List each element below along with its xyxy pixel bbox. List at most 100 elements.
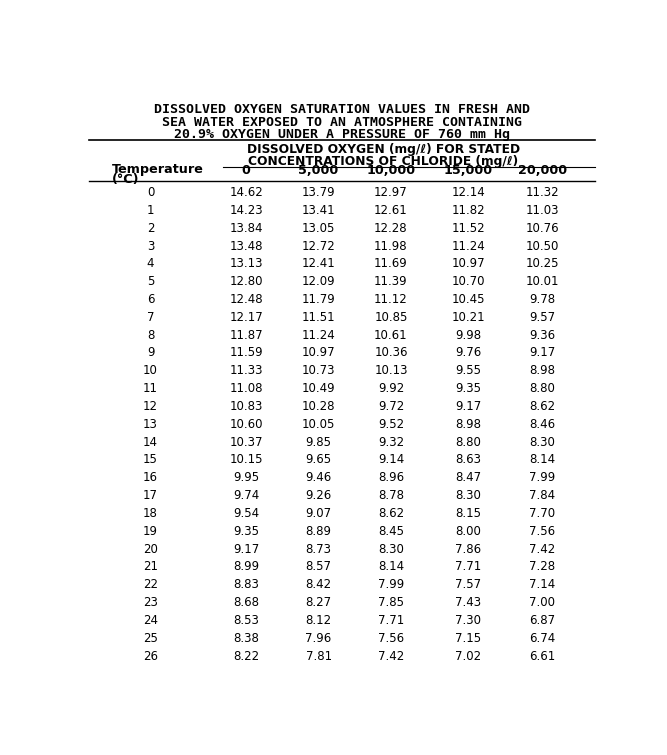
Text: 10.13: 10.13 (374, 365, 408, 378)
Text: 10.83: 10.83 (229, 400, 263, 413)
Text: 8.42: 8.42 (305, 578, 331, 591)
Text: 10.97: 10.97 (301, 347, 336, 359)
Text: 12.61: 12.61 (374, 204, 408, 217)
Text: 9.54: 9.54 (233, 507, 259, 520)
Text: 19: 19 (143, 525, 158, 538)
Text: 12.97: 12.97 (374, 186, 408, 199)
Text: 11.52: 11.52 (452, 222, 486, 235)
Text: 14.23: 14.23 (229, 204, 263, 217)
Text: 10.85: 10.85 (374, 311, 408, 324)
Text: 10.73: 10.73 (302, 365, 336, 378)
Text: 9.57: 9.57 (530, 311, 556, 324)
Text: 12.17: 12.17 (229, 311, 263, 324)
Text: 11.59: 11.59 (229, 347, 263, 359)
Text: 6.74: 6.74 (530, 632, 556, 645)
Text: 10: 10 (143, 365, 158, 378)
Text: 9.17: 9.17 (456, 400, 482, 413)
Text: 2: 2 (147, 222, 154, 235)
Text: 5,000: 5,000 (298, 165, 339, 177)
Text: 10.49: 10.49 (301, 382, 336, 395)
Text: 8.89: 8.89 (305, 525, 331, 538)
Text: 11.03: 11.03 (526, 204, 559, 217)
Text: 25: 25 (143, 632, 158, 645)
Text: 7.43: 7.43 (456, 596, 482, 609)
Text: 14.62: 14.62 (229, 186, 263, 199)
Text: 9.92: 9.92 (378, 382, 404, 395)
Text: 7.86: 7.86 (456, 543, 482, 556)
Text: 7.84: 7.84 (530, 489, 556, 502)
Text: 10.25: 10.25 (526, 257, 559, 270)
Text: 10.15: 10.15 (229, 454, 263, 467)
Text: 11.32: 11.32 (526, 186, 559, 199)
Text: 8.38: 8.38 (233, 632, 259, 645)
Text: 8.62: 8.62 (530, 400, 556, 413)
Text: 10.45: 10.45 (452, 293, 485, 306)
Text: 14: 14 (143, 436, 158, 448)
Text: 7.00: 7.00 (530, 596, 556, 609)
Text: 7: 7 (147, 311, 154, 324)
Text: 22: 22 (143, 578, 158, 591)
Text: 12.72: 12.72 (301, 239, 336, 252)
Text: 8.12: 8.12 (305, 614, 331, 627)
Text: 10.50: 10.50 (526, 239, 559, 252)
Text: 12.41: 12.41 (301, 257, 336, 270)
Text: 13.84: 13.84 (229, 222, 263, 235)
Text: 8.14: 8.14 (378, 560, 404, 573)
Text: 9.74: 9.74 (233, 489, 259, 502)
Text: 11.24: 11.24 (301, 328, 336, 342)
Text: 7.81: 7.81 (305, 649, 331, 663)
Text: 10.70: 10.70 (452, 275, 485, 288)
Text: 7.30: 7.30 (456, 614, 482, 627)
Text: 9.17: 9.17 (233, 543, 259, 556)
Text: DISSOLVED OXYGEN (mg/ℓ) FOR STATED: DISSOLVED OXYGEN (mg/ℓ) FOR STATED (247, 143, 520, 156)
Text: 7.57: 7.57 (456, 578, 482, 591)
Text: (°C): (°C) (112, 173, 139, 186)
Text: 8.98: 8.98 (456, 418, 482, 431)
Text: 7.56: 7.56 (378, 632, 404, 645)
Text: 6.87: 6.87 (530, 614, 556, 627)
Text: 4: 4 (147, 257, 154, 270)
Text: 8.73: 8.73 (305, 543, 331, 556)
Text: 11.12: 11.12 (374, 293, 408, 306)
Text: 11.69: 11.69 (374, 257, 408, 270)
Text: 8.62: 8.62 (378, 507, 404, 520)
Text: 9.76: 9.76 (456, 347, 482, 359)
Text: 10.01: 10.01 (526, 275, 559, 288)
Text: 6.61: 6.61 (530, 649, 556, 663)
Text: 3: 3 (147, 239, 154, 252)
Text: 10.36: 10.36 (374, 347, 408, 359)
Text: 8.45: 8.45 (378, 525, 404, 538)
Text: 8.46: 8.46 (530, 418, 556, 431)
Text: 8.30: 8.30 (530, 436, 556, 448)
Text: 11.08: 11.08 (229, 382, 263, 395)
Text: 11.98: 11.98 (374, 239, 408, 252)
Text: 7.42: 7.42 (530, 543, 556, 556)
Text: 7.71: 7.71 (456, 560, 482, 573)
Text: 9.07: 9.07 (305, 507, 331, 520)
Text: SEA WATER EXPOSED TO AN ATMOSPHERE CONTAINING: SEA WATER EXPOSED TO AN ATMOSPHERE CONTA… (162, 116, 522, 128)
Text: 7.99: 7.99 (378, 578, 404, 591)
Text: 11.79: 11.79 (301, 293, 336, 306)
Text: 7.14: 7.14 (530, 578, 556, 591)
Text: 23: 23 (143, 596, 158, 609)
Text: 11.33: 11.33 (229, 365, 263, 378)
Text: 15,000: 15,000 (444, 165, 493, 177)
Text: 10,000: 10,000 (366, 165, 416, 177)
Text: 9.72: 9.72 (378, 400, 404, 413)
Text: 8.78: 8.78 (378, 489, 404, 502)
Text: 8.80: 8.80 (456, 436, 482, 448)
Text: 9.46: 9.46 (305, 471, 331, 484)
Text: 17: 17 (143, 489, 158, 502)
Text: 10.28: 10.28 (302, 400, 336, 413)
Text: 8.30: 8.30 (378, 543, 404, 556)
Text: 9.55: 9.55 (456, 365, 482, 378)
Text: 10.21: 10.21 (452, 311, 486, 324)
Text: 6: 6 (147, 293, 154, 306)
Text: 7.02: 7.02 (456, 649, 482, 663)
Text: 12.09: 12.09 (301, 275, 336, 288)
Text: 7.28: 7.28 (530, 560, 556, 573)
Text: 7.42: 7.42 (378, 649, 404, 663)
Text: 11.24: 11.24 (452, 239, 486, 252)
Text: 9.36: 9.36 (530, 328, 556, 342)
Text: Temperature: Temperature (112, 162, 203, 176)
